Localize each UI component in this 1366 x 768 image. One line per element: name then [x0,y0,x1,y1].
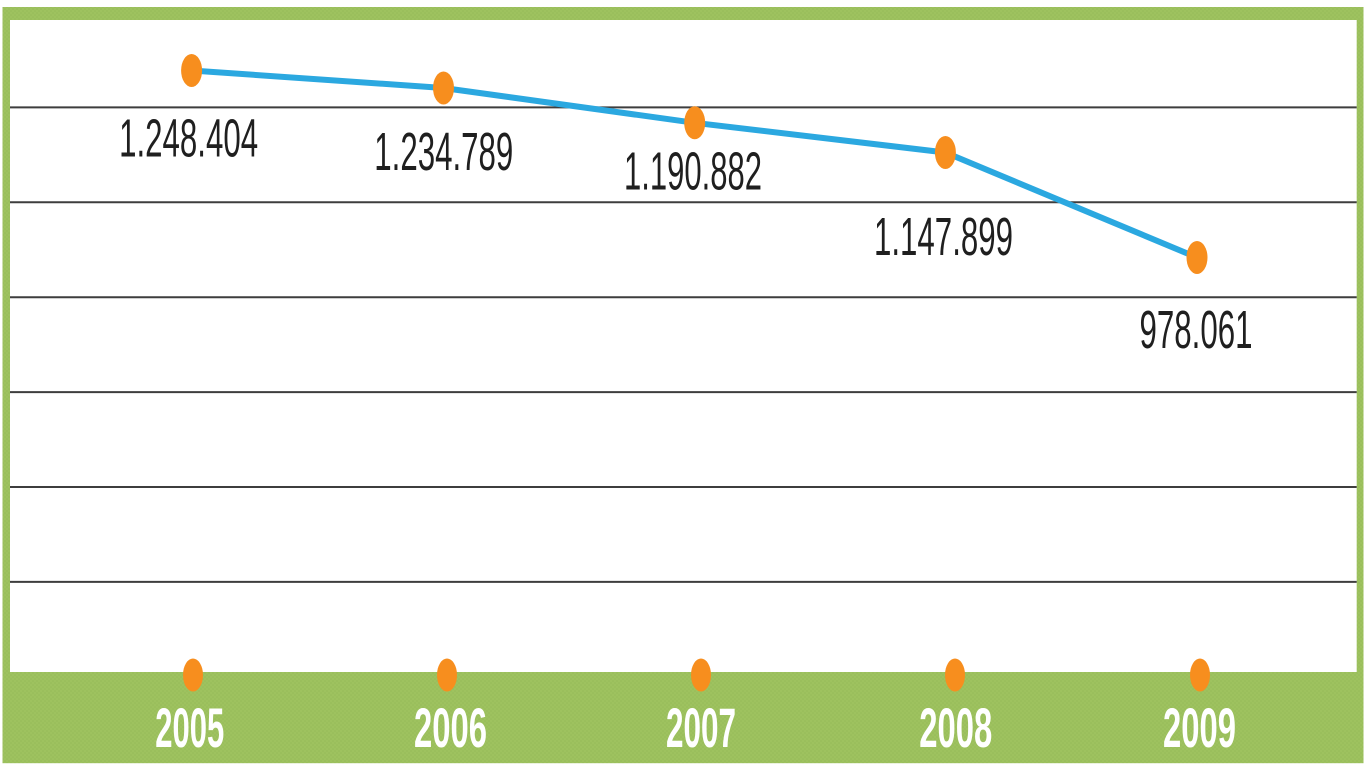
svg-text:1.190.882: 1.190.882 [624,142,762,202]
svg-text:1.147.899: 1.147.899 [874,207,1013,267]
svg-text:2009: 2009 [1163,696,1236,759]
svg-text:2005: 2005 [155,696,224,759]
svg-text:1.248.404: 1.248.404 [119,109,258,169]
svg-text:1.234.789: 1.234.789 [374,122,513,182]
svg-text:2006: 2006 [414,696,487,759]
svg-text:2007: 2007 [666,696,736,759]
svg-text:978.061: 978.061 [1140,300,1253,360]
svg-text:2008: 2008 [919,696,992,759]
